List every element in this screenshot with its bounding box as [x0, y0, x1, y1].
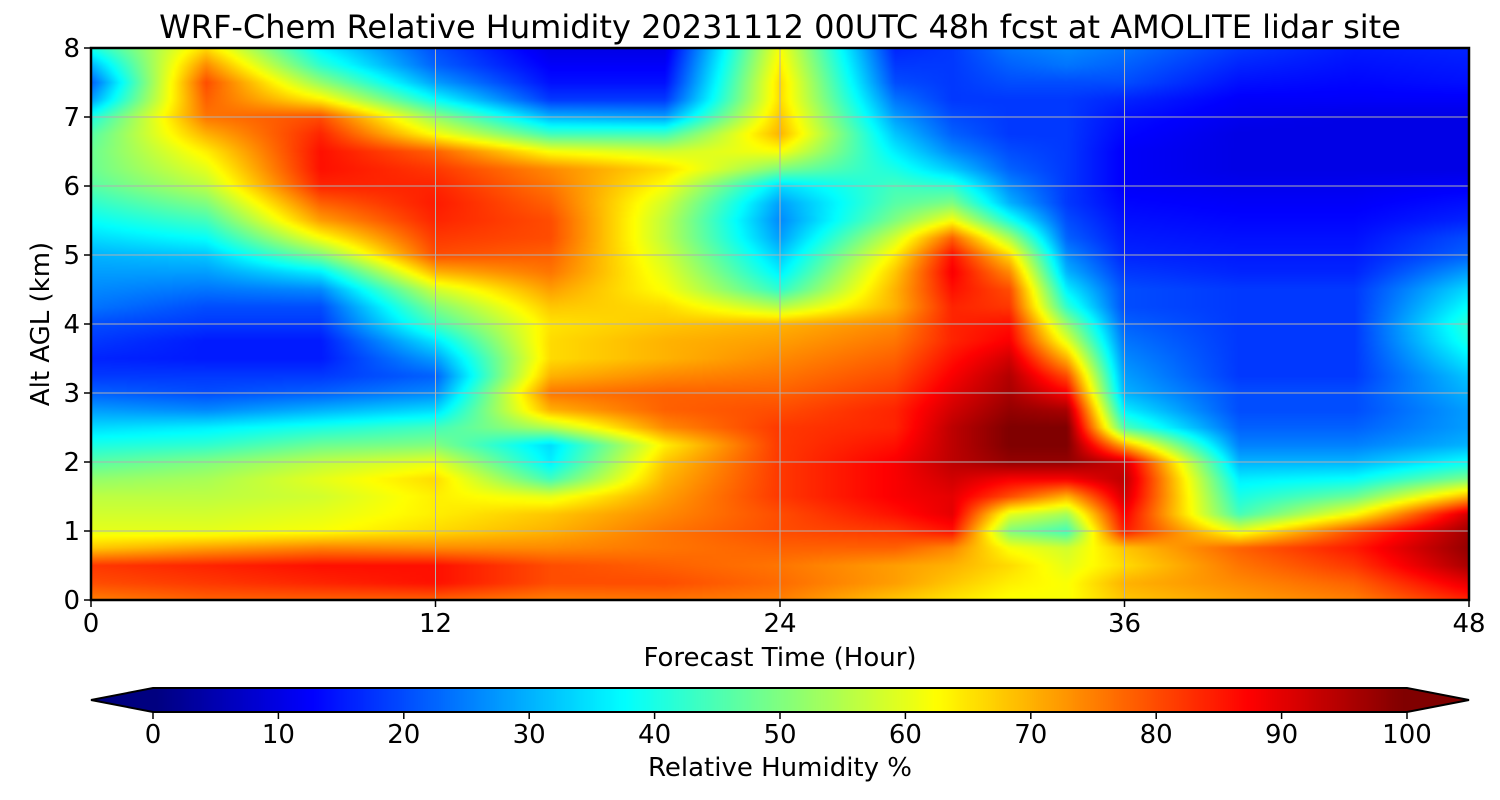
- colorbar: 0 10 20 30 40 50 60 70 80 90 100: [90, 687, 1470, 750]
- colorbar-extend-low: [91, 688, 153, 712]
- colorbar-ticks: 0 10 20 30 40 50 60 70 80 90 100: [145, 712, 1432, 750]
- x-axis-label: Forecast Time (Hour): [643, 643, 916, 673]
- colorbar-tick-label: 40: [638, 720, 671, 750]
- y-tick-label: 0: [63, 586, 80, 616]
- y-tick-label: 4: [63, 310, 80, 340]
- y-tick-label: 5: [63, 241, 80, 271]
- chart-title: WRF-Chem Relative Humidity 20231112 00UT…: [159, 8, 1401, 46]
- y-axis-label: Alt AGL (km): [26, 242, 56, 406]
- y-tick-label: 2: [63, 448, 80, 478]
- colorbar-tick-label: 90: [1265, 720, 1298, 750]
- x-tick-label: 48: [1452, 609, 1485, 639]
- colorbar-label: Relative Humidity %: [648, 753, 912, 783]
- colorbar-tick-label: 20: [387, 720, 420, 750]
- y-tick-label: 6: [63, 172, 80, 202]
- x-tick-label: 12: [419, 609, 452, 639]
- y-tick-label: 8: [63, 34, 80, 64]
- y-tick-label: 3: [63, 379, 80, 409]
- y-tick-label: 7: [63, 103, 80, 133]
- colorbar-tick-label: 30: [513, 720, 546, 750]
- x-tick-label: 0: [83, 609, 100, 639]
- x-axis-ticks: 0 12 24 36 48: [83, 600, 1486, 639]
- y-axis-ticks: 0 1 2 3 4 5 6 7 8: [63, 34, 91, 616]
- colorbar-tick-label: 80: [1140, 720, 1173, 750]
- colorbar-tick-label: 50: [763, 720, 796, 750]
- x-tick-label: 24: [763, 609, 796, 639]
- colorbar-tick-label: 60: [889, 720, 922, 750]
- colorbar-tick-label: 0: [145, 720, 162, 750]
- x-tick-label: 36: [1108, 609, 1141, 639]
- colorbar-gradient: [153, 688, 1407, 712]
- colorbar-tick-label: 70: [1014, 720, 1047, 750]
- colorbar-tick-label: 100: [1382, 720, 1432, 750]
- y-tick-label: 1: [63, 517, 80, 547]
- colorbar-extend-high: [1407, 688, 1469, 712]
- colorbar-tick-label: 10: [262, 720, 295, 750]
